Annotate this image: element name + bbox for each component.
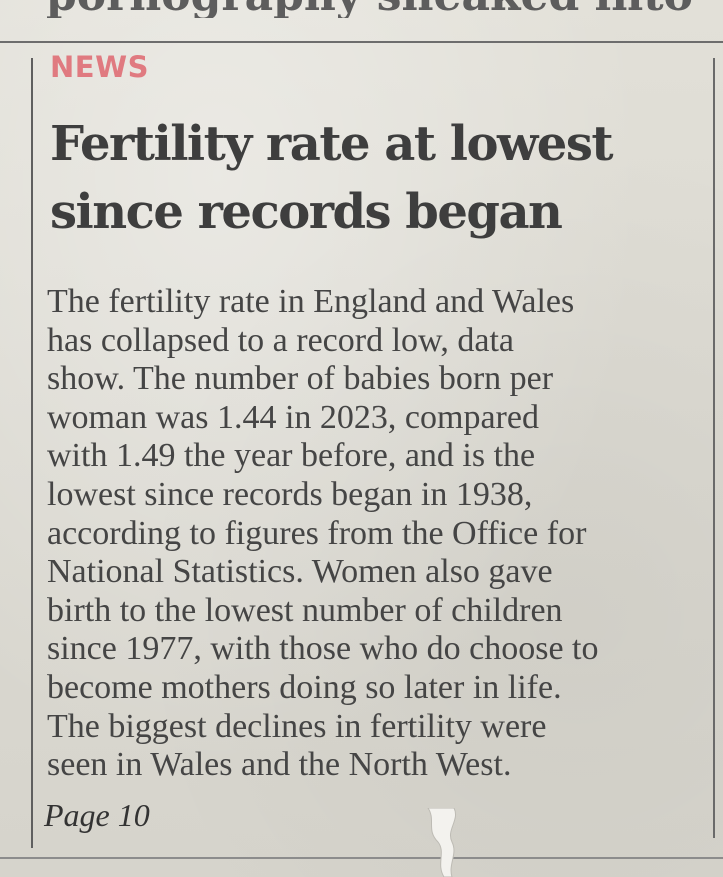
bottom-divider xyxy=(0,857,723,859)
body-line: The biggest declines in fertility were xyxy=(47,707,547,745)
body-line: show. The number of babies born per xyxy=(47,360,554,398)
body-line: woman was 1.44 in 2023, compared xyxy=(47,398,539,436)
body-line: birth to the lowest number of children xyxy=(47,591,563,629)
right-column-rule xyxy=(713,58,715,838)
previous-article-fragment: pornography sneaked into online xyxy=(46,0,706,18)
body-line: lowest since records began in 1938, xyxy=(47,475,533,513)
left-column-rule xyxy=(31,58,33,848)
page-reference: Page 10 xyxy=(44,797,150,833)
body-line: The fertility rate in England and Wales xyxy=(47,283,575,320)
body-line: according to figures from the Office for xyxy=(47,514,587,552)
body-line: seen in Wales and the North West. xyxy=(47,746,512,784)
top-divider xyxy=(0,41,723,43)
section-kicker: NEWS xyxy=(50,50,149,84)
body-line: has collapsed to a record low, data xyxy=(47,321,515,359)
article-body: The fertility rate in England and Wales … xyxy=(47,283,712,785)
paper-tear-mark xyxy=(427,808,456,877)
headline-line: since records began xyxy=(50,184,563,240)
body-line: National Statistics. Women also gave xyxy=(47,553,553,591)
headline: Fertility rate at lowest since records b… xyxy=(50,110,710,246)
body-line: since 1977, with those who do choose to xyxy=(47,630,599,668)
headline-line: Fertility rate at lowest xyxy=(50,116,614,172)
body-line: with 1.49 the year before, and is the xyxy=(47,437,536,475)
body-line: become mothers doing so later in life. xyxy=(47,668,562,706)
